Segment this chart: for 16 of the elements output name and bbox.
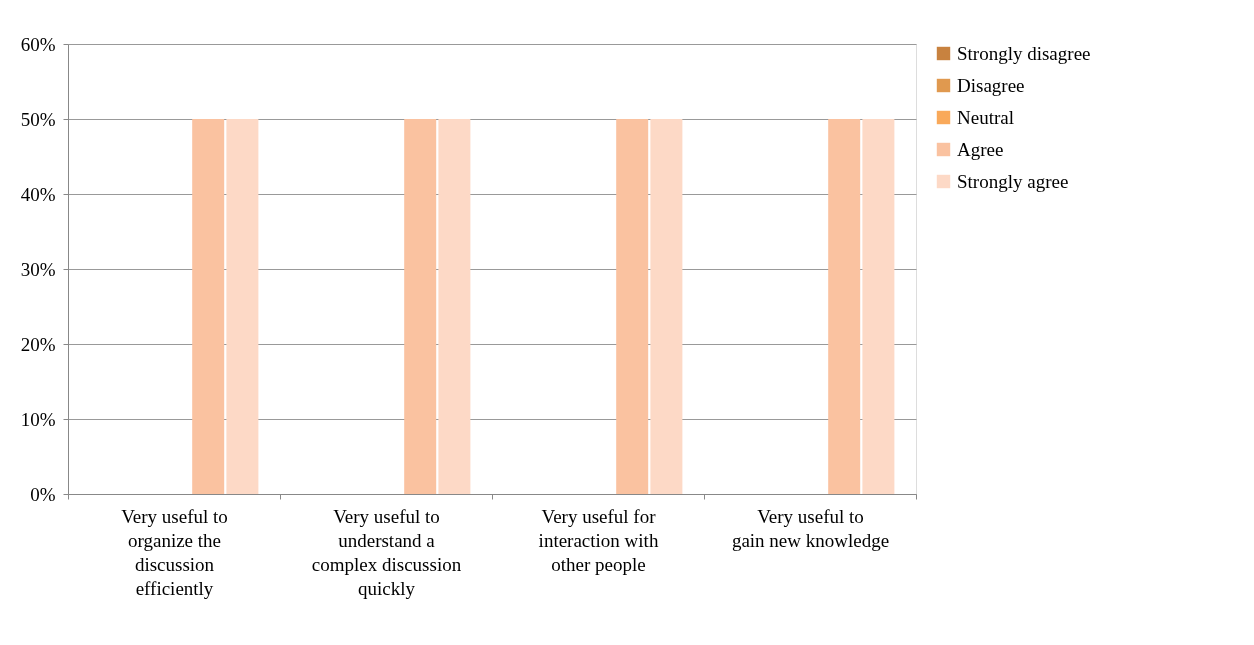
legend-label: Agree — [957, 138, 1004, 160]
legend-label: Neutral — [957, 106, 1014, 128]
legend-label: Disagree — [957, 74, 1025, 96]
y-tick-label: 40% — [20, 183, 56, 205]
x-tick-label: Very useful to organize the discussion efficiently — [121, 505, 228, 599]
y-tick-label: 60% — [20, 33, 56, 55]
y-tick-label: 50% — [20, 108, 56, 130]
y-tick-label: 0% — [30, 483, 56, 505]
y-tick-label: 20% — [20, 333, 56, 355]
y-tick-label: 10% — [20, 408, 56, 430]
y-tick-label: 30% — [20, 258, 56, 280]
legend-label: Strongly agree — [957, 170, 1069, 192]
x-tick-label: Very useful to gain new knowledge — [731, 505, 890, 551]
x-tick-label: Very useful to understand a complex discussion quickly — [311, 505, 462, 599]
legend-label: Strongly disagree — [957, 42, 1091, 64]
x-tick-label: Very useful for interaction with other people — [538, 505, 659, 575]
